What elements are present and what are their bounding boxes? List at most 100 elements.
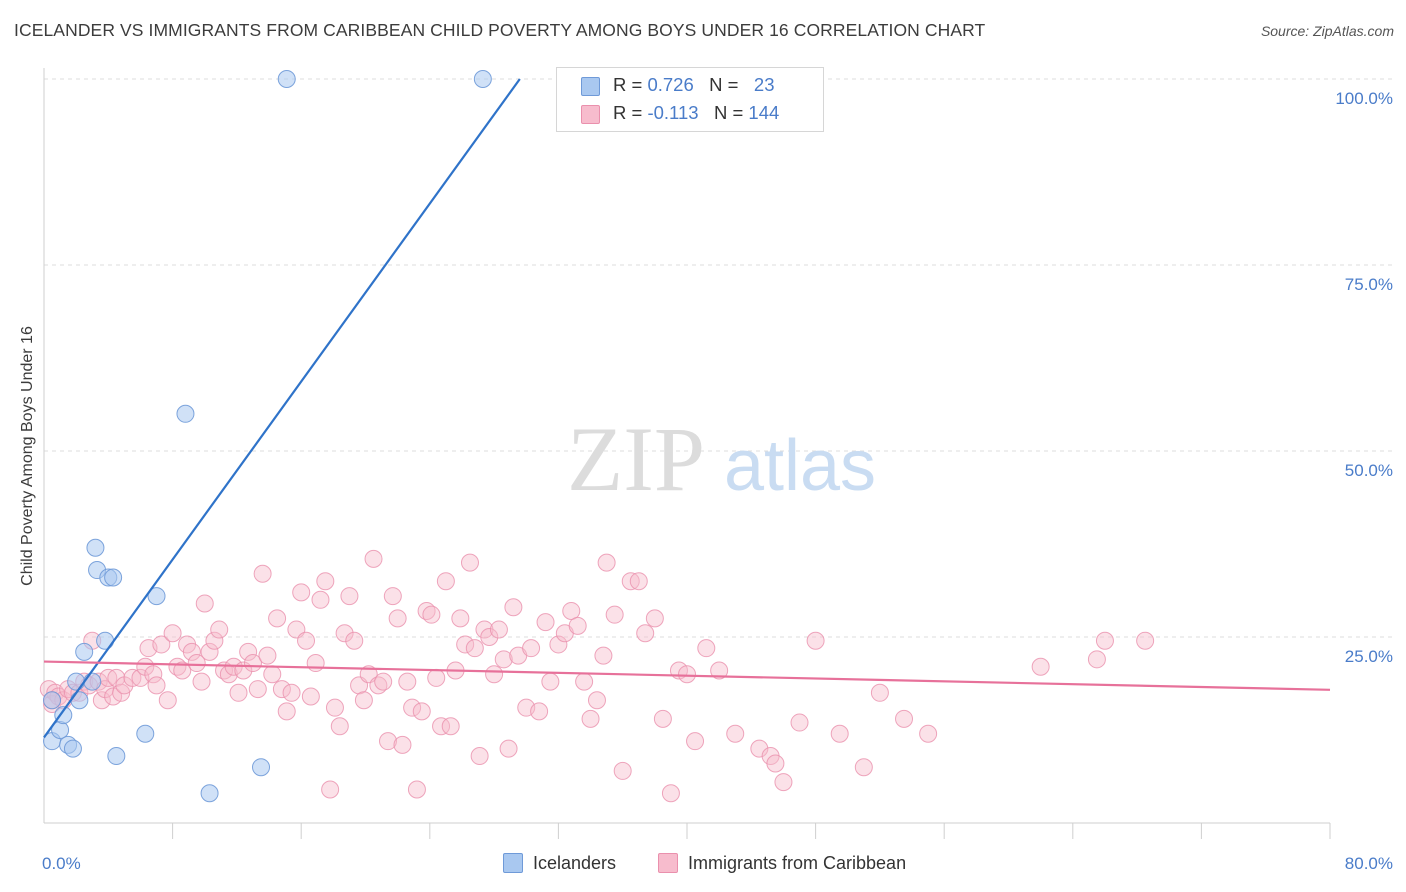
caribbean-point xyxy=(187,654,206,673)
icelander-point xyxy=(136,724,155,743)
caribbean-point xyxy=(581,709,600,728)
trend-lines xyxy=(43,78,1331,739)
caribbean-point xyxy=(806,631,825,650)
y-axis-title: Child Poverty Among Boys Under 16 xyxy=(19,326,36,586)
caribbean-point xyxy=(200,642,219,661)
caribbean-point xyxy=(530,702,549,721)
caribbean-point xyxy=(229,683,248,702)
caribbean-point xyxy=(726,724,745,743)
watermark-zip: ZIP xyxy=(567,408,705,510)
caribbean-point xyxy=(774,773,793,792)
legend-swatch-blue xyxy=(581,77,600,96)
caribbean-point xyxy=(144,665,163,684)
icelander-point xyxy=(473,70,492,88)
caribbean-point xyxy=(750,739,769,758)
caribbean-point xyxy=(393,735,412,754)
caribbean-point xyxy=(369,676,388,695)
watermark-atlas: atlas xyxy=(724,426,876,506)
caribbean-point xyxy=(92,691,111,710)
legend-swatch-pink xyxy=(581,105,600,124)
caribbean-point xyxy=(480,628,499,646)
caribbean-point xyxy=(248,680,267,699)
watermark: ZIP atlas xyxy=(567,408,876,510)
caribbean-points xyxy=(39,549,1155,803)
legend-text: R = -0.113 N = 144 xyxy=(613,102,780,123)
caribbean-point xyxy=(597,553,616,572)
caribbean-point xyxy=(210,620,229,639)
caribbean-point xyxy=(1095,631,1114,650)
icelander-point xyxy=(176,404,195,423)
caribbean-point xyxy=(541,672,560,691)
legend-text: R = 0.726 N = 23 xyxy=(613,74,775,95)
icelander-point xyxy=(75,642,94,661)
caribbean-point xyxy=(158,691,177,710)
caribbean-point xyxy=(316,572,335,591)
caribbean-point xyxy=(465,639,484,658)
icelander-points xyxy=(43,70,492,803)
icelander-point xyxy=(67,672,86,691)
caribbean-point xyxy=(697,639,716,658)
caribbean-point xyxy=(636,624,655,643)
caribbean-point xyxy=(504,598,523,617)
y-tick-label: 100.0% xyxy=(1335,89,1393,108)
caribbean-point xyxy=(407,780,426,799)
source-credit: Source: ZipAtlas.com xyxy=(1260,23,1394,39)
legend-n-value: 144 xyxy=(748,102,780,123)
caribbean-point xyxy=(403,698,422,717)
caribbean-point xyxy=(575,672,594,691)
caribbean-point xyxy=(562,601,581,620)
caribbean-point xyxy=(549,635,568,654)
caribbean-point xyxy=(1136,631,1155,650)
caribbean-point xyxy=(321,780,340,799)
caribbean-point xyxy=(870,683,889,702)
legend-swatch-blue xyxy=(503,853,523,873)
caribbean-point xyxy=(398,672,417,691)
legend-r-value: -0.113 xyxy=(647,102,699,123)
caribbean-point xyxy=(427,668,446,687)
icelander-point xyxy=(277,70,296,88)
caribbean-point xyxy=(345,631,364,650)
caribbean-point xyxy=(364,549,383,568)
caribbean-point xyxy=(568,616,587,635)
caribbean-point xyxy=(417,601,436,620)
caribbean-point xyxy=(282,683,301,702)
caribbean-point xyxy=(383,587,402,606)
caribbean-point xyxy=(325,698,344,717)
caribbean-point xyxy=(766,754,785,773)
chart-title: ICELANDER VS IMMIGRANTS FROM CARIBBEAN C… xyxy=(14,20,986,40)
caribbean-point xyxy=(470,747,489,766)
icelander-point xyxy=(63,739,82,758)
legend-swatch-pink xyxy=(658,853,678,873)
stats-legend: R = 0.726 N = 23 R = -0.113 N = 144 xyxy=(556,67,824,132)
caribbean-point xyxy=(436,572,455,591)
caribbean-point xyxy=(379,732,398,751)
x-tick-label-max: 80.0% xyxy=(1345,854,1393,873)
caribbean-point xyxy=(686,732,705,751)
caribbean-point xyxy=(919,724,938,743)
caribbean-point xyxy=(263,665,282,684)
icelander-point xyxy=(83,672,102,691)
caribbean-point xyxy=(1031,657,1050,676)
caribbean-point xyxy=(173,661,192,680)
caribbean-point xyxy=(460,553,479,572)
caribbean-point xyxy=(605,605,624,624)
caribbean-point xyxy=(253,564,272,583)
caribbean-point xyxy=(451,609,470,628)
y-tick-label: 25.0% xyxy=(1345,647,1393,666)
bottom-legend-icelanders: Icelanders xyxy=(503,853,616,874)
caribbean-point xyxy=(456,635,475,654)
caribbean-point xyxy=(412,702,431,721)
caribbean-point xyxy=(678,665,696,684)
caribbean-point xyxy=(192,672,211,691)
caribbean-trend-line xyxy=(43,660,1331,691)
icelander-point xyxy=(200,784,219,803)
icelander-point xyxy=(96,631,115,650)
caribbean-point xyxy=(494,650,513,669)
caribbean-point xyxy=(258,646,277,665)
icelander-point xyxy=(252,758,271,777)
caribbean-point xyxy=(354,691,373,710)
caribbean-point xyxy=(594,646,613,665)
caribbean-point xyxy=(205,631,224,650)
caribbean-point xyxy=(330,717,349,736)
